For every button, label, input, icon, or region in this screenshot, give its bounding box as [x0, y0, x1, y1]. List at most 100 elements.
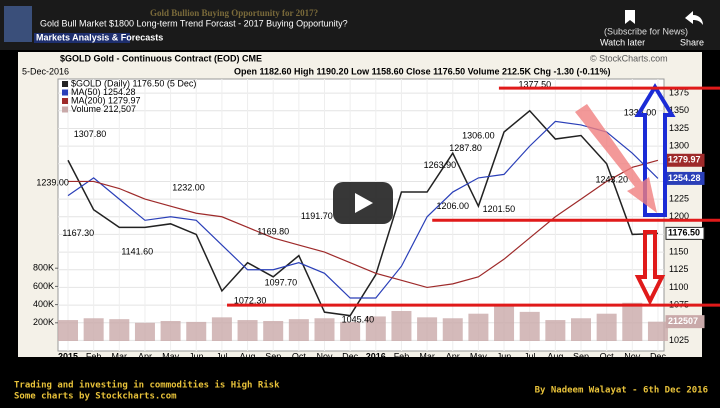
volume-bar: [596, 313, 617, 341]
subscribe-text: (Subscribe for News): [604, 26, 688, 36]
series-line: [67, 120, 659, 299]
volume-bar: [160, 320, 181, 341]
x-tick-label: Jul: [216, 351, 228, 361]
x-tick-label: May: [470, 351, 488, 361]
volume-bar: [288, 319, 309, 341]
volume-bar: [211, 317, 232, 341]
volume-bar: [109, 319, 130, 341]
price-annotation: 1097.70: [265, 277, 298, 287]
legend-swatch: [62, 81, 68, 87]
volume-bar: [519, 311, 540, 341]
last-value: 1254.28: [668, 173, 701, 183]
volume-bar: [391, 310, 412, 341]
y-tick-label: 1225: [669, 193, 689, 203]
volume-bar: [442, 318, 463, 341]
x-tick-label: Jun: [189, 351, 204, 361]
footer-line: Trading and investing in commodities is …: [14, 380, 280, 391]
y-tick-label: 1025: [669, 335, 689, 345]
volume-bar: [314, 318, 335, 341]
price-annotation: 1232.00: [172, 183, 205, 193]
overlay-title: Gold Bullion Buying Opportunity for 2017…: [150, 8, 318, 18]
play-icon[interactable]: [355, 193, 373, 213]
last-value: 1176.50: [668, 228, 700, 238]
price-annotation: 1191.70: [301, 211, 333, 221]
legend-entry: Volume 212,507: [71, 104, 136, 114]
last-value: 1279.97: [668, 155, 701, 165]
x-tick-label: Dec: [650, 351, 667, 361]
volume-bar: [237, 320, 258, 341]
price-annotation: 1239.00: [36, 178, 69, 188]
price-annotation: 1263.90: [424, 160, 457, 170]
watch-later[interactable]: Watch later: [600, 37, 645, 47]
down-arrow: [634, 230, 666, 306]
x-tick-label: Nov: [316, 351, 333, 361]
chart-title: $GOLD Gold - Continuous Contract (EOD) C…: [60, 53, 262, 63]
channel-badge: [34, 33, 130, 43]
x-tick-label: Apr: [446, 351, 460, 361]
quote: Open 1182.60 High 1190.20 Low 1158.60 Cl…: [234, 66, 611, 76]
volume-bar: [58, 320, 78, 341]
x-tick-label: Oct: [292, 351, 307, 361]
watch-later-icon[interactable]: [625, 10, 635, 24]
volume-bar: [622, 302, 643, 341]
y-tick-label: 1200: [669, 211, 689, 221]
legend-swatch: [62, 89, 68, 96]
volume-bar: [494, 304, 515, 341]
y-tick-label: 1150: [669, 246, 688, 256]
volume-bar: [340, 321, 361, 341]
trend-arrow: [575, 104, 657, 213]
price-annotation: 1287.80: [449, 143, 482, 153]
y-tick-label: 1300: [669, 140, 689, 150]
volume-bar: [468, 313, 489, 341]
price-annotation: 1243.20: [596, 175, 629, 185]
y-tick-label: 1325: [669, 123, 689, 133]
last-value: 212507: [668, 316, 698, 326]
price-annotation: 1307.80: [74, 129, 107, 139]
x-tick-label: 2015: [58, 351, 78, 361]
price-annotation: 1306.00: [462, 130, 495, 140]
price-annotation: 1141.60: [121, 246, 153, 256]
legend-swatch: [62, 106, 68, 113]
price-annotation: 1169.80: [257, 226, 289, 236]
legend-entry: $GOLD (Daily) 1176.50 (5 Dec): [71, 78, 196, 88]
x-tick-label: Aug: [547, 351, 563, 361]
y-tick-label: 1100: [669, 282, 688, 292]
volume-bar: [365, 316, 386, 341]
volume-bar: [186, 321, 207, 341]
source: © StockCharts.com: [590, 53, 668, 63]
volume-bar: [571, 318, 591, 341]
price-annotation: 1206.00: [436, 201, 469, 211]
x-tick-label: Nov: [624, 351, 641, 361]
x-tick-label: Mar: [419, 351, 435, 361]
share[interactable]: Share: [680, 37, 704, 47]
volume-bar: [545, 320, 566, 341]
y-tick-label: 1350: [669, 105, 689, 115]
price-annotation: 1201.50: [483, 204, 516, 214]
channel-name: Markets Analysis & Forecasts: [36, 32, 163, 42]
y2-tick-label: 600K: [33, 281, 54, 291]
share-icon[interactable]: [685, 11, 703, 25]
x-tick-label: Feb: [394, 351, 410, 361]
price-annotation: 1045.40: [342, 314, 375, 324]
x-tick-label: Jul: [524, 351, 536, 361]
price-annotation: 1072.30: [234, 295, 267, 305]
volume-bar: [417, 317, 438, 341]
channel-logo: [4, 6, 32, 42]
x-tick-label: 2016: [366, 351, 386, 361]
volume-bar: [134, 322, 155, 341]
volume-bar: [647, 321, 668, 341]
series-line: [68, 159, 659, 289]
price-annotation: 1377.50: [519, 80, 552, 90]
y-tick-label: 1375: [669, 88, 689, 98]
author: By Nadeem Walayat - 6th Dec 2016: [535, 386, 708, 396]
volume-bar: [83, 318, 104, 341]
x-tick-label: Jun: [497, 351, 512, 361]
up-arrow: [634, 83, 676, 217]
video-title[interactable]: Gold Bull Market $1800 Long-term Trend F…: [40, 18, 348, 28]
x-tick-label: Apr: [138, 351, 152, 361]
series-line: [67, 109, 658, 317]
volume-bar: [263, 320, 284, 341]
x-tick-label: Sep: [265, 351, 281, 361]
